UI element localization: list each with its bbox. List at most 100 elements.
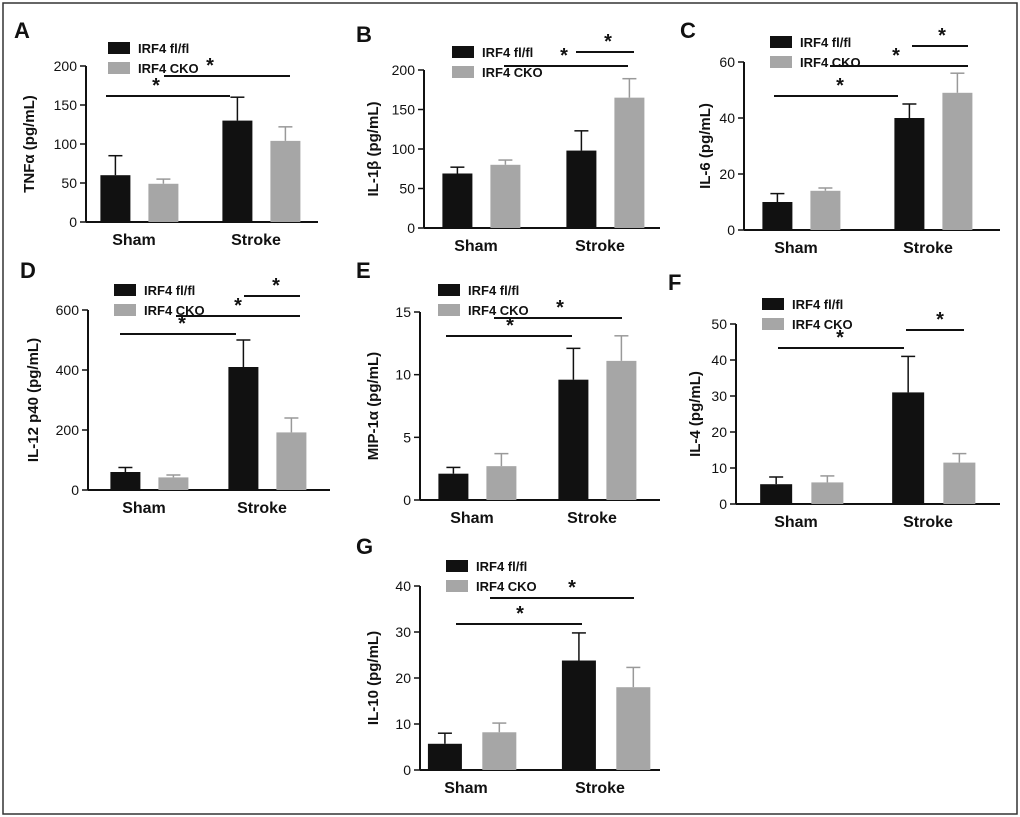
x-category-label-sham: Sham	[112, 232, 156, 249]
legend-label-cko: IRF4 CKO	[800, 55, 861, 70]
panel-a: A 0 50 100 150 200 TNFα (pg/mL) Sham Stroke IRF4 …	[14, 18, 318, 249]
significance-star: *	[178, 313, 186, 335]
y-tick-label: 200	[392, 62, 416, 78]
legend-label-flfl: IRF4 fl/fl	[482, 45, 533, 60]
bar-flfl-stroke	[561, 660, 596, 770]
y-tick-label: 30	[711, 388, 727, 404]
significance-star: *	[892, 45, 900, 67]
significance-star: *	[506, 315, 514, 337]
y-tick-label: 10	[395, 716, 411, 732]
significance-star: *	[936, 309, 944, 331]
x-category-label-sham: Sham	[122, 500, 166, 517]
panel-letter: E	[356, 258, 371, 283]
legend-swatch-flfl	[762, 298, 784, 310]
legend-swatch-cko	[446, 580, 468, 592]
y-tick-label: 20	[711, 424, 727, 440]
significance-star: *	[568, 577, 576, 599]
panel-letter: G	[356, 534, 373, 559]
y-tick-label: 200	[56, 422, 80, 438]
bar-flfl-sham	[100, 175, 131, 222]
panel-letter: B	[356, 22, 372, 47]
y-tick-label: 400	[56, 362, 80, 378]
significance-star: *	[556, 297, 564, 319]
x-category-label-sham: Sham	[444, 780, 488, 797]
legend-swatch-cko	[438, 304, 460, 316]
x-category-label-stroke: Stroke	[231, 232, 281, 249]
panel-b: B 0 50 100 150 200 IL-1β (pg/mL) Sham Stroke IRF4…	[356, 22, 660, 255]
legend-label-cko: IRF4 CKO	[482, 65, 543, 80]
x-category-label-sham: Sham	[774, 240, 818, 257]
significance-star: *	[836, 75, 844, 97]
bar-cko-sham	[810, 190, 841, 230]
x-category-label-stroke: Stroke	[575, 780, 625, 797]
bar-cko-stroke	[943, 462, 976, 504]
y-tick-label: 0	[727, 222, 735, 238]
y-tick-label: 0	[69, 214, 77, 230]
bar-cko-stroke	[606, 360, 637, 500]
significance-star: *	[836, 327, 844, 349]
bar-flfl-stroke	[892, 392, 925, 504]
x-category-label-sham: Sham	[454, 238, 498, 255]
panel-c: C 0 20 40 60 IL-6 (pg/mL) Sham Stroke IRF4 fl/fl…	[680, 18, 1000, 257]
y-tick-label: 40	[711, 352, 727, 368]
panel-letter: D	[20, 258, 36, 283]
legend-swatch-cko	[762, 318, 784, 330]
legend-label-cko: IRF4 CKO	[144, 303, 205, 318]
panel-letter: C	[680, 18, 696, 43]
legend-label-cko: IRF4 CKO	[468, 303, 529, 318]
x-category-label-sham: Sham	[450, 510, 494, 527]
y-tick-label: 150	[392, 102, 416, 118]
bar-flfl-stroke	[566, 150, 597, 228]
bar-flfl-stroke	[894, 118, 925, 230]
panel-letter: F	[668, 270, 681, 295]
legend-label-flfl: IRF4 fl/fl	[144, 283, 195, 298]
y-tick-label: 200	[54, 58, 78, 74]
x-category-label-stroke: Stroke	[567, 510, 617, 527]
y-tick-label: 150	[54, 97, 78, 113]
legend-swatch-cko	[770, 56, 792, 68]
y-tick-label: 0	[407, 220, 415, 236]
bar-flfl-sham	[110, 472, 141, 490]
y-tick-label: 30	[395, 624, 411, 640]
legend-swatch-flfl	[114, 284, 136, 296]
significance-star: *	[560, 45, 568, 67]
bar-cko-sham	[490, 164, 521, 228]
legend-swatch-flfl	[452, 46, 474, 58]
y-tick-label: 10	[711, 460, 727, 476]
legend-swatch-cko	[108, 62, 130, 74]
y-tick-label: 50	[61, 175, 77, 191]
legend-swatch-flfl	[446, 560, 468, 572]
y-tick-label: 40	[395, 578, 411, 594]
bar-cko-stroke	[942, 92, 973, 230]
significance-star: *	[206, 55, 214, 77]
y-axis-label: IL-12 p40 (pg/mL)	[25, 338, 42, 462]
legend-label-cko: IRF4 CKO	[476, 579, 537, 594]
significance-star: *	[938, 25, 946, 47]
significance-star: *	[604, 31, 612, 53]
panel-e: E 0 5 10 15 MIP-1α (pg/mL) Sham Stroke IRF4 fl/f…	[356, 258, 660, 527]
y-tick-label: 0	[719, 496, 727, 512]
y-tick-label: 60	[719, 54, 735, 70]
bar-cko-stroke	[270, 140, 301, 222]
legend-swatch-flfl	[108, 42, 130, 54]
x-category-label-stroke: Stroke	[575, 238, 625, 255]
y-tick-label: 50	[711, 316, 727, 332]
bar-cko-stroke	[614, 97, 645, 229]
y-tick-label: 0	[403, 492, 411, 508]
y-tick-label: 40	[719, 110, 735, 126]
x-category-label-stroke: Stroke	[903, 240, 953, 257]
legend-label-flfl: IRF4 fl/fl	[800, 35, 851, 50]
y-tick-label: 0	[403, 762, 411, 778]
legend-label-cko: IRF4 CKO	[792, 317, 853, 332]
y-tick-label: 5	[403, 429, 411, 445]
y-tick-label: 50	[399, 181, 415, 197]
legend-swatch-flfl	[438, 284, 460, 296]
bar-cko-sham	[158, 477, 189, 490]
bar-flfl-stroke	[228, 367, 259, 490]
y-tick-label: 100	[392, 141, 416, 157]
bar-flfl-stroke	[222, 120, 253, 222]
panel-g: G 0 10 20 30 40 IL-10 (pg/mL) Sham Stroke IRF4 fl…	[356, 534, 660, 797]
y-axis-label: IL-1β (pg/mL)	[365, 102, 382, 197]
bar-cko-sham	[148, 183, 179, 222]
